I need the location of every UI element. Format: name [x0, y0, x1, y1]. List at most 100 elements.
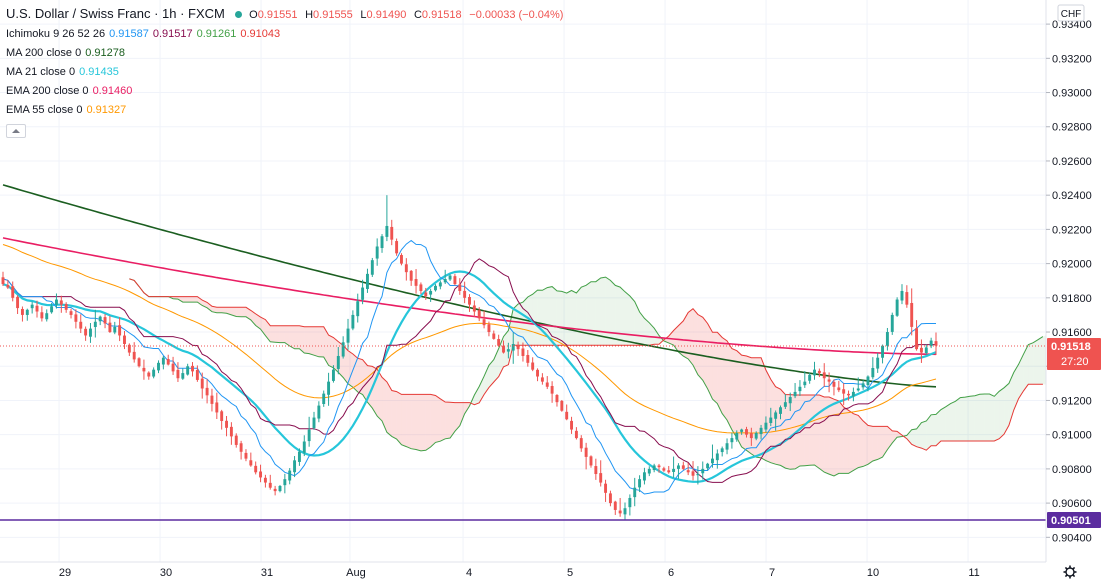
candle [79, 314, 83, 334]
cloud-segment [348, 350, 353, 388]
candle [157, 360, 160, 374]
candle-body [293, 460, 297, 473]
candle [302, 435, 306, 457]
candle-body [905, 292, 909, 305]
candle [234, 433, 238, 448]
candle-body [147, 372, 151, 377]
ma200-line [2, 184, 937, 388]
candle [468, 294, 471, 312]
cloud-segment [955, 397, 961, 442]
cloud-segment [756, 357, 762, 458]
cloud-segment [552, 286, 557, 346]
cloud-segment [848, 410, 854, 474]
ema200-line [2, 237, 937, 356]
candle [419, 282, 423, 295]
candle [293, 456, 297, 478]
cloud-segment [610, 280, 616, 346]
candle [142, 359, 146, 380]
cloud-segment [1018, 354, 1024, 399]
candle [735, 430, 739, 442]
cloud-segment [717, 332, 723, 414]
currency-box [1057, 4, 1085, 22]
candle-body [876, 357, 880, 369]
candle [268, 474, 272, 490]
cloud-segment [318, 326, 324, 357]
y-tick-label: 0.90600 [1052, 498, 1092, 510]
candles [1, 195, 938, 521]
indicator-row[interactable]: Ichimoku 9 26 52 26 0.91587 0.91517 0.91261… [6, 25, 567, 44]
candle-body [550, 386, 554, 394]
candle [429, 288, 433, 302]
candle-body [307, 429, 311, 442]
candle-body [322, 393, 326, 405]
price-tag-countdown: 27:20 [1061, 356, 1089, 368]
candle [176, 362, 180, 382]
candle-body [837, 387, 841, 391]
candle-body [312, 417, 316, 429]
cloud-segment [970, 395, 975, 442]
candle [628, 494, 632, 516]
candle [511, 332, 515, 364]
cloud-segment [590, 281, 596, 346]
candle-body [696, 474, 700, 476]
candle [754, 431, 758, 441]
candle [900, 284, 904, 305]
indicator-row[interactable]: MA 21 close 0 0.91435 [6, 63, 567, 82]
candle-body [356, 301, 360, 317]
candle [764, 416, 768, 433]
cloud-segment [518, 302, 523, 346]
candle [526, 350, 530, 367]
candle-body [438, 282, 442, 287]
x-tick-label: 31 [261, 567, 273, 579]
candle [715, 449, 719, 469]
collapse-legend-button[interactable] [6, 124, 26, 138]
candle [89, 323, 92, 343]
indicator-row[interactable]: EMA 200 close 0 0.91460 [6, 82, 567, 101]
candle [769, 407, 773, 427]
candle-body [900, 290, 904, 301]
candle [453, 273, 457, 286]
candle-body [210, 395, 214, 404]
indicator-row[interactable]: MA 200 close 0 0.91278 [6, 44, 567, 63]
candle-body [502, 345, 505, 353]
candle-body [365, 273, 369, 289]
candle [798, 380, 802, 396]
cloud-segment [911, 428, 917, 447]
candle-body [336, 355, 340, 369]
candle [502, 340, 505, 354]
candle [647, 466, 651, 477]
time-axis: 29 30 31 Aug 4 5 6 7 10 11 [0, 561, 1102, 582]
candle [64, 302, 68, 313]
symbol-title[interactable]: U.S. Dollar / Swiss Franc · 1h · FXCM [6, 6, 225, 21]
cloud-segment [197, 296, 203, 306]
candle [861, 380, 865, 390]
candle [351, 310, 355, 331]
candle-body [137, 358, 141, 367]
candle-body [788, 397, 792, 404]
cloud-segment [936, 409, 941, 446]
candle-body [579, 438, 583, 449]
cloud-segment [1004, 383, 1009, 435]
candle-body [11, 286, 15, 298]
candle-body [599, 473, 603, 483]
currency-label[interactable]: CHF [1057, 4, 1085, 22]
candle [161, 355, 165, 370]
settings-gear-icon[interactable] [1063, 565, 1077, 579]
cloud-segment [420, 394, 426, 451]
cloud-segment [853, 413, 859, 471]
candle [395, 238, 399, 256]
senkou-span-b-line [129, 278, 1043, 451]
cloud-segment [629, 295, 635, 346]
candle [783, 394, 787, 409]
candle-body [929, 340, 933, 347]
indicator-row[interactable]: EMA 55 close 0 0.91327 [6, 101, 567, 120]
cloud-segment [561, 291, 567, 346]
candle [555, 394, 559, 407]
candle-body [132, 351, 136, 360]
candle [745, 426, 748, 438]
candle [667, 465, 671, 474]
candle [574, 427, 578, 440]
x-tick-label: Aug [346, 567, 366, 579]
